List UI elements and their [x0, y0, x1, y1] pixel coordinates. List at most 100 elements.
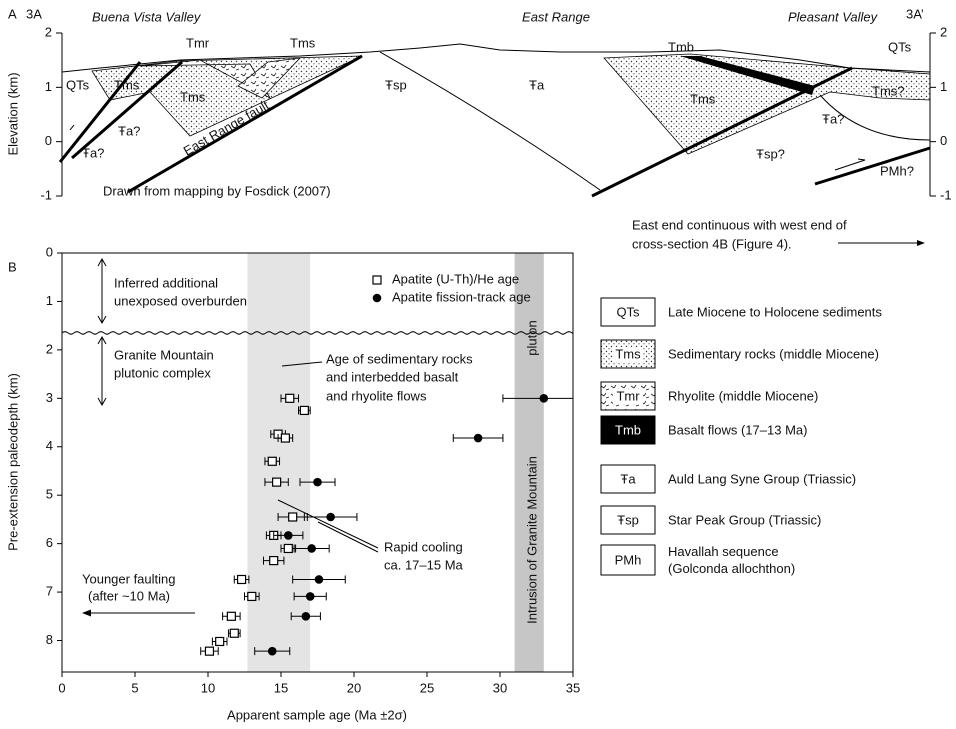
annotation: Age of sedimentary rocks	[326, 351, 473, 366]
unit-label: Ŧa	[529, 77, 545, 92]
unit-label: Ŧa?	[822, 111, 844, 126]
unit-label: QTs	[66, 77, 90, 92]
unit-description: Auld Lang Syne Group (Triassic)	[668, 471, 856, 486]
unit-description: Basalt flows (17–13 Ma)	[668, 422, 807, 437]
y-tick-label: 4	[46, 438, 53, 453]
y-tick-label: 8	[46, 632, 53, 647]
annotation: Intrusion of Granite Mountain	[524, 456, 539, 624]
y-tick-label: 0	[46, 244, 53, 259]
unit-label: Tms?	[872, 83, 905, 98]
marker	[326, 513, 335, 522]
marker	[474, 434, 483, 443]
marker	[540, 394, 549, 403]
unit-symbol: QTs	[616, 304, 640, 319]
y-tick-label: 1	[46, 293, 53, 308]
panel-label: B	[8, 259, 17, 274]
marker	[281, 434, 289, 442]
plot-frame	[62, 253, 573, 672]
marker	[313, 478, 322, 487]
marker	[273, 478, 281, 486]
y-tick-label: 5	[46, 487, 53, 502]
marker	[284, 544, 292, 552]
x-tick-label: 20	[347, 680, 361, 695]
legend-marker	[373, 276, 381, 284]
y-tick-label: 3	[46, 390, 53, 405]
unit-label: Tmr	[186, 35, 210, 50]
unit-label: Tms	[690, 91, 716, 106]
legend-marker	[373, 294, 382, 303]
plot-area	[62, 253, 585, 672]
annotation: pluton	[524, 320, 539, 355]
annotation: and interbedded basalt	[326, 369, 459, 384]
annotation: Rapid cooling	[384, 539, 463, 554]
unit-symbol: Tmr	[616, 388, 640, 403]
marker	[286, 394, 294, 402]
unit-symbol: Ŧa	[620, 471, 636, 486]
marker	[268, 647, 277, 656]
marker	[284, 531, 293, 540]
marker	[230, 629, 238, 637]
x-tick-label: 0	[58, 680, 65, 695]
unit-symbol: Tms	[615, 346, 641, 361]
unconformity	[62, 332, 578, 335]
y-tick-label: 1	[940, 79, 947, 94]
unit-label: Ŧsp?	[756, 146, 785, 161]
continuation-arrow-head	[917, 240, 925, 246]
figure: A 3A Buena Vista Valley East Range Pleas…	[0, 0, 956, 729]
unit-label: QTs	[888, 39, 912, 54]
y-tick-label: 0	[45, 133, 52, 148]
marker	[300, 406, 308, 414]
x-tick-label: 30	[493, 680, 507, 695]
y-tick-label: 6	[46, 535, 53, 550]
annotation: plutonic complex	[114, 365, 211, 380]
unit-label: Ŧsp	[385, 77, 407, 92]
unit-symbol: Tmb	[615, 422, 641, 437]
unit-label: PMh?	[880, 163, 914, 178]
unit-description: Sedimentary rocks (middle Miocene)	[668, 346, 879, 361]
annotation: Younger faulting	[82, 571, 176, 586]
marker	[238, 575, 246, 583]
marker	[268, 457, 276, 465]
y-axis-label: Pre-extension paleodepth (km)	[5, 373, 20, 551]
unit-label: Tms	[114, 77, 140, 92]
marker	[289, 513, 297, 521]
x-tick-label: 15	[274, 680, 288, 695]
y-tick-label: 2	[940, 24, 947, 39]
x-tick-label: 25	[420, 680, 434, 695]
marker	[306, 592, 315, 601]
unit-description: Star Peak Group (Triassic)	[668, 512, 821, 527]
y-tick-label: 2	[45, 24, 52, 39]
continuation-note: cross-section 4B (Figure 4).	[632, 236, 792, 251]
x-tick-label: 5	[131, 680, 138, 695]
continuation-note: East end continuous with west end of	[632, 217, 847, 232]
legend-label: Apatite (U-Th)/He age	[392, 271, 519, 286]
contact-1	[380, 52, 600, 190]
y-tick-label: 0	[940, 133, 947, 148]
marker	[315, 575, 324, 584]
y-tick-label: -1	[40, 187, 52, 202]
x-tick-label: 10	[201, 680, 215, 695]
panel-label: A	[8, 6, 17, 21]
unit-description: Late Miocene to Holocene sediments	[668, 304, 882, 319]
unit-symbol: Ŧsp	[617, 512, 639, 527]
y-tick-label: 7	[46, 584, 53, 599]
unit-label: Ŧa?	[82, 145, 104, 160]
tms-east	[604, 54, 930, 154]
legend-label: Apatite fission-track age	[392, 289, 531, 304]
unit-label: Tms	[180, 89, 206, 104]
annotation: (after ~10 Ma)	[88, 588, 170, 603]
x-axis-label: Apparent sample age (Ma ±2σ)	[227, 707, 407, 722]
marker	[248, 592, 256, 600]
unit-description: Rhyolite (middle Miocene)	[668, 388, 818, 403]
y-tick-label: 1	[45, 79, 52, 94]
unit-description: Havallah sequence	[668, 544, 779, 559]
annotation: ca. 17–15 Ma	[384, 557, 464, 572]
x-tick-label: 35	[566, 680, 580, 695]
age-band	[247, 253, 310, 672]
y-axis-label: Elevation (km)	[5, 72, 20, 155]
unit-label: Tmb	[668, 39, 694, 54]
marker	[307, 544, 316, 553]
unit-description: (Golconda allochthon)	[668, 561, 795, 576]
annotation: Inferred additional	[114, 275, 218, 290]
faulting-arrow-head	[82, 610, 91, 617]
